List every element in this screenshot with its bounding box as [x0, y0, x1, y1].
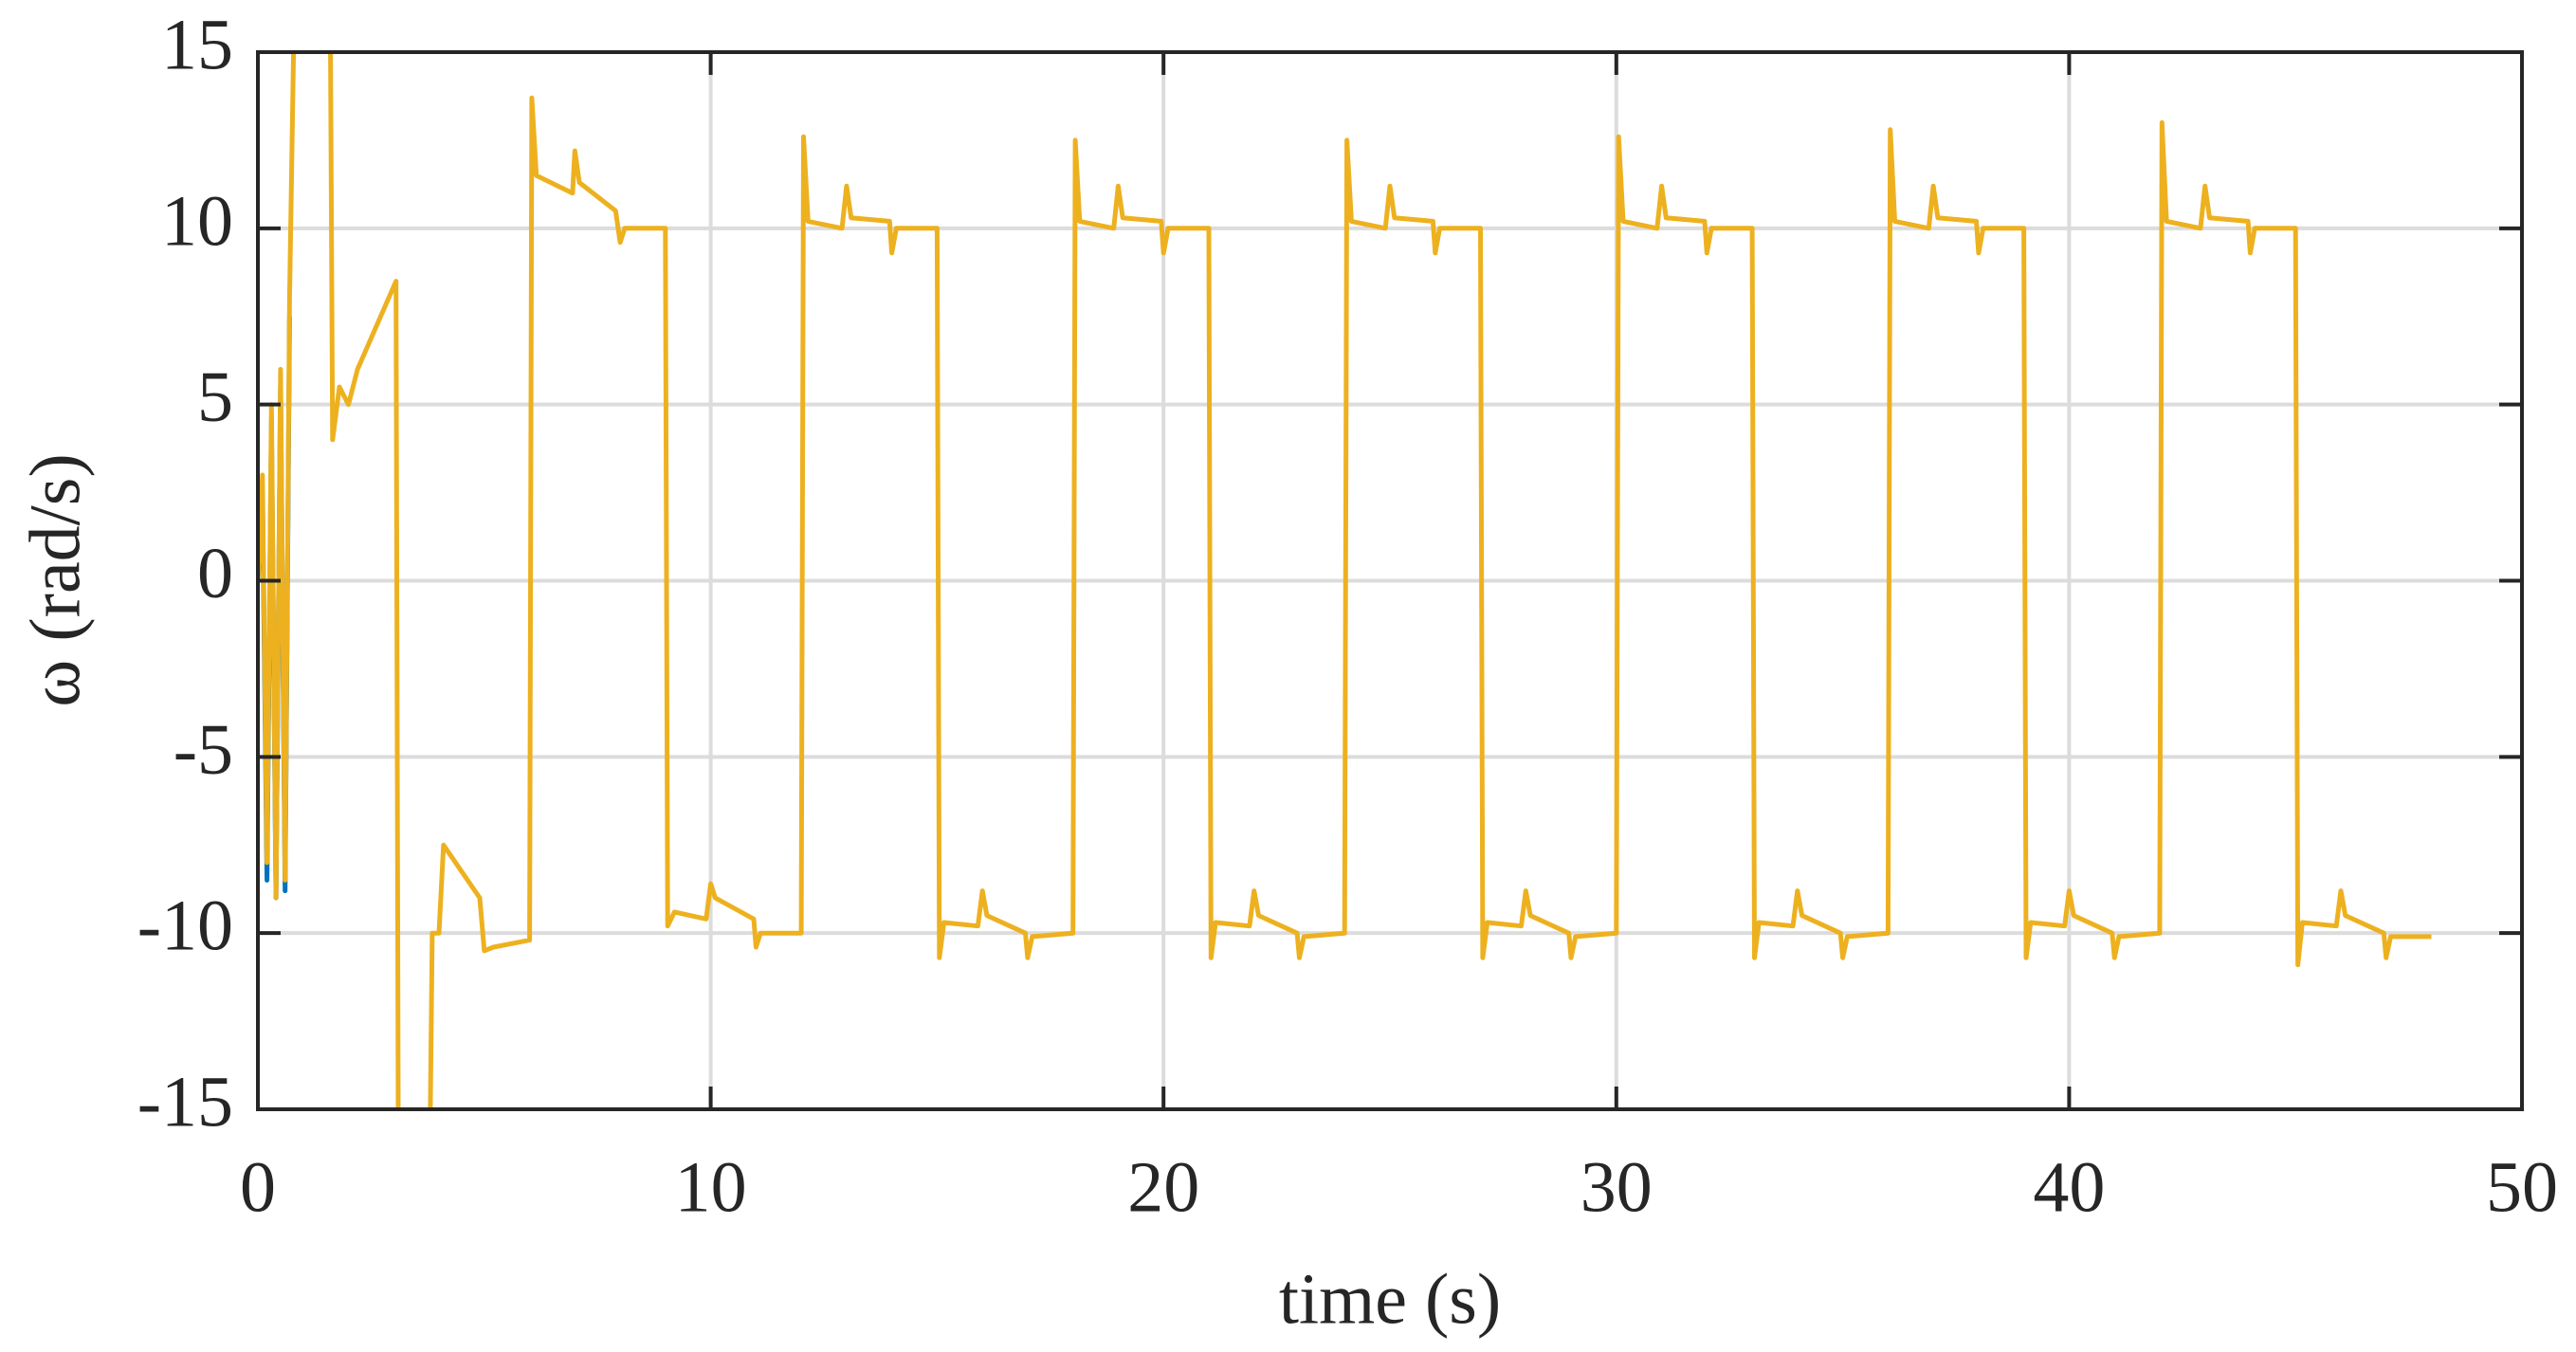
y-tick-label: 10: [161, 181, 233, 261]
ticks: -15 -10 -5 0 5 10 15 0 10 20 30 40 50: [137, 5, 2558, 1227]
y-tick-label: -10: [137, 886, 233, 966]
x-tick-label: 0: [240, 1147, 276, 1227]
x-tick-label: 30: [1580, 1147, 1653, 1227]
y-tick-label: 0: [197, 534, 233, 613]
lines: [258, 52, 2432, 1109]
series-line: [258, 52, 2432, 1109]
y-tick-label: -15: [137, 1062, 233, 1142]
x-tick-label: 40: [2033, 1147, 2105, 1227]
y-tick-label: -5: [174, 710, 233, 790]
x-tick-label: 10: [675, 1147, 747, 1227]
x-axis-label: time (s): [1279, 1259, 1501, 1339]
x-tick-label: 20: [1127, 1147, 1199, 1227]
y-axis-label: ω (rad/s): [15, 453, 95, 706]
x-tick-label: 50: [2486, 1147, 2558, 1227]
y-tick-label: 15: [161, 5, 233, 84]
y-tick-label: 5: [197, 357, 233, 437]
